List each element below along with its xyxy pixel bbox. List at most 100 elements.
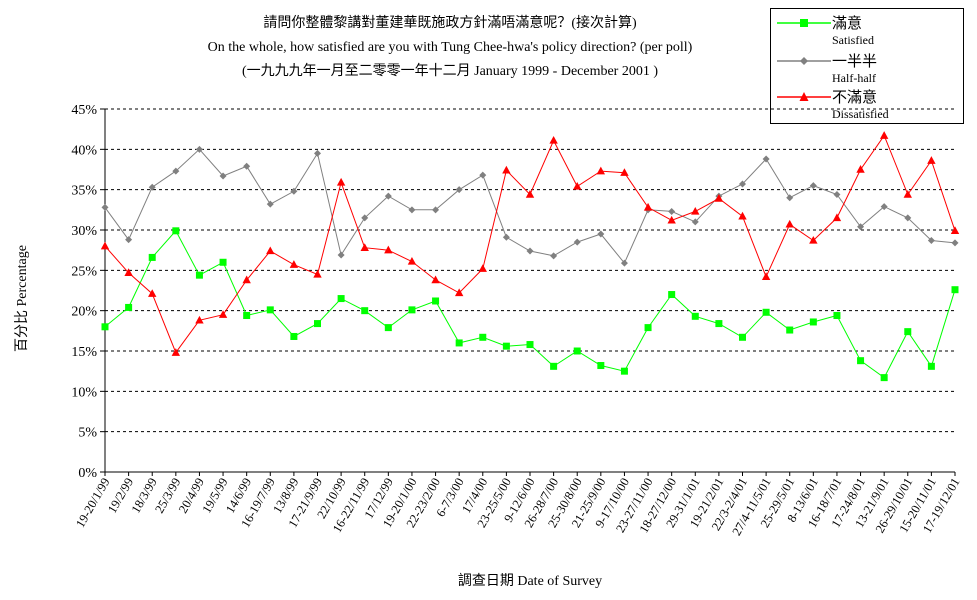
data-point-dissatisfied	[478, 264, 487, 272]
data-point-satisfied	[526, 341, 534, 349]
data-point-satisfied	[573, 347, 581, 355]
data-point-satisfied	[927, 362, 935, 370]
data-point-dissatisfied	[691, 206, 700, 215]
y-tick-label: 30%	[71, 224, 97, 239]
y-axis-title: 百分比 Percentage	[15, 245, 30, 352]
data-point-dissatisfied	[879, 131, 889, 139]
data-point-half-half	[880, 203, 888, 211]
data-point-satisfied	[290, 332, 298, 340]
data-point-satisfied	[243, 312, 251, 320]
data-point-half-half	[620, 259, 628, 267]
data-point-satisfied	[172, 227, 180, 235]
data-point-dissatisfied	[785, 219, 794, 228]
x-tick-label: 19-20/1/99	[73, 476, 113, 531]
data-point-half-half	[455, 186, 463, 194]
data-point-half-half	[408, 206, 416, 214]
legend-swatch-satisfied	[777, 19, 831, 27]
y-tick-label: 35%	[71, 184, 97, 199]
data-point-satisfied	[904, 328, 912, 336]
data-point-dissatisfied	[266, 246, 275, 255]
data-point-half-half	[668, 207, 676, 215]
data-point-satisfied	[266, 306, 274, 314]
y-tick-label: 5%	[78, 426, 97, 441]
y-tick-label: 20%	[71, 305, 97, 320]
data-point-satisfied	[620, 367, 628, 375]
data-point-half-half	[290, 187, 298, 195]
data-point-satisfied	[125, 303, 133, 311]
data-point-dissatisfied	[738, 211, 747, 220]
data-point-half-half	[101, 203, 109, 211]
data-point-dissatisfied	[195, 315, 204, 324]
data-point-dissatisfied	[903, 190, 912, 198]
data-point-half-half	[384, 192, 392, 200]
data-point-half-half	[786, 194, 794, 202]
data-point-satisfied	[101, 323, 109, 331]
data-point-dissatisfied	[667, 215, 676, 224]
data-point-satisfied	[739, 333, 746, 341]
legend-label-half-half-zh: 一半半	[832, 54, 878, 70]
data-point-dissatisfied	[336, 177, 346, 186]
data-point-half-half	[266, 200, 274, 208]
data-point-satisfied	[691, 312, 699, 320]
y-tick-label: 45%	[71, 103, 97, 118]
data-point-satisfied	[668, 291, 676, 299]
data-point-dissatisfied	[809, 235, 818, 244]
legend-item-dissatisfied: 不滿意 Dissatisfied	[771, 87, 961, 123]
y-tick-label: 0%	[78, 466, 97, 481]
data-point-half-half	[550, 252, 558, 260]
data-point-dissatisfied	[643, 202, 653, 211]
data-point-dissatisfied	[950, 226, 960, 235]
y-tick-label: 10%	[71, 385, 97, 400]
legend-label-dissatisfied-zh: 不滿意	[832, 90, 878, 106]
data-point-dissatisfied	[832, 213, 842, 222]
data-point-satisfied	[857, 357, 865, 365]
data-point-half-half	[809, 182, 817, 190]
data-point-half-half	[243, 162, 251, 170]
series-line-half-half	[104, 148, 956, 265]
legend-swatch-dissatisfied	[777, 92, 831, 101]
data-point-half-half	[337, 251, 345, 259]
data-point-satisfied	[951, 286, 959, 294]
data-point-satisfied	[833, 312, 841, 320]
chart-legend: 滿意 Satisfied 一半半 Half-half 不滿意 Dissatisf…	[770, 8, 964, 124]
data-point-dissatisfied	[714, 194, 724, 202]
data-point-half-half	[314, 149, 321, 157]
data-point-dissatisfied	[620, 168, 629, 176]
chart-title-english: On the whole, how satisfied are you with…	[207, 40, 693, 55]
data-point-satisfied	[479, 333, 487, 341]
data-point-dissatisfied	[171, 348, 181, 356]
legend-label-satisfied-en: Satisfied	[832, 33, 874, 47]
data-point-satisfied	[809, 318, 817, 326]
data-point-dissatisfied	[573, 181, 582, 190]
data-point-satisfied	[314, 320, 321, 328]
data-point-dissatisfied	[856, 165, 865, 173]
data-point-half-half	[573, 238, 581, 246]
data-point-dissatisfied	[525, 190, 535, 198]
data-point-dissatisfied	[124, 268, 133, 276]
chart-title-chinese: 請問你整體黎講對董建華既施政方針滿唔滿意呢？(接次計算)	[263, 16, 637, 31]
data-point-dissatisfied	[313, 269, 322, 278]
data-point-satisfied	[408, 306, 416, 314]
data-point-half-half	[762, 155, 770, 163]
chart-title-period: (一九九九年一月至二零零一年十二月 January 1999 - Decembe…	[241, 64, 659, 79]
data-point-half-half	[597, 230, 605, 238]
data-point-satisfied	[644, 324, 652, 332]
data-point-half-half	[833, 191, 841, 199]
data-point-half-half	[927, 236, 935, 244]
data-point-dissatisfied	[431, 275, 440, 284]
data-point-half-half	[691, 218, 699, 226]
data-point-half-half	[172, 167, 180, 175]
data-point-dissatisfied	[100, 241, 110, 250]
data-point-satisfied	[502, 342, 510, 350]
data-point-dissatisfied	[502, 165, 511, 174]
data-point-satisfied	[880, 374, 888, 382]
data-point-satisfied	[337, 295, 345, 303]
data-point-half-half	[361, 214, 369, 222]
data-point-half-half	[857, 223, 865, 231]
data-point-half-half	[148, 183, 156, 191]
data-point-satisfied	[219, 258, 227, 266]
y-tick-label: 15%	[71, 345, 97, 360]
data-point-dissatisfied	[596, 166, 606, 175]
data-point-half-half	[526, 247, 534, 255]
data-point-dissatisfied	[360, 243, 369, 251]
